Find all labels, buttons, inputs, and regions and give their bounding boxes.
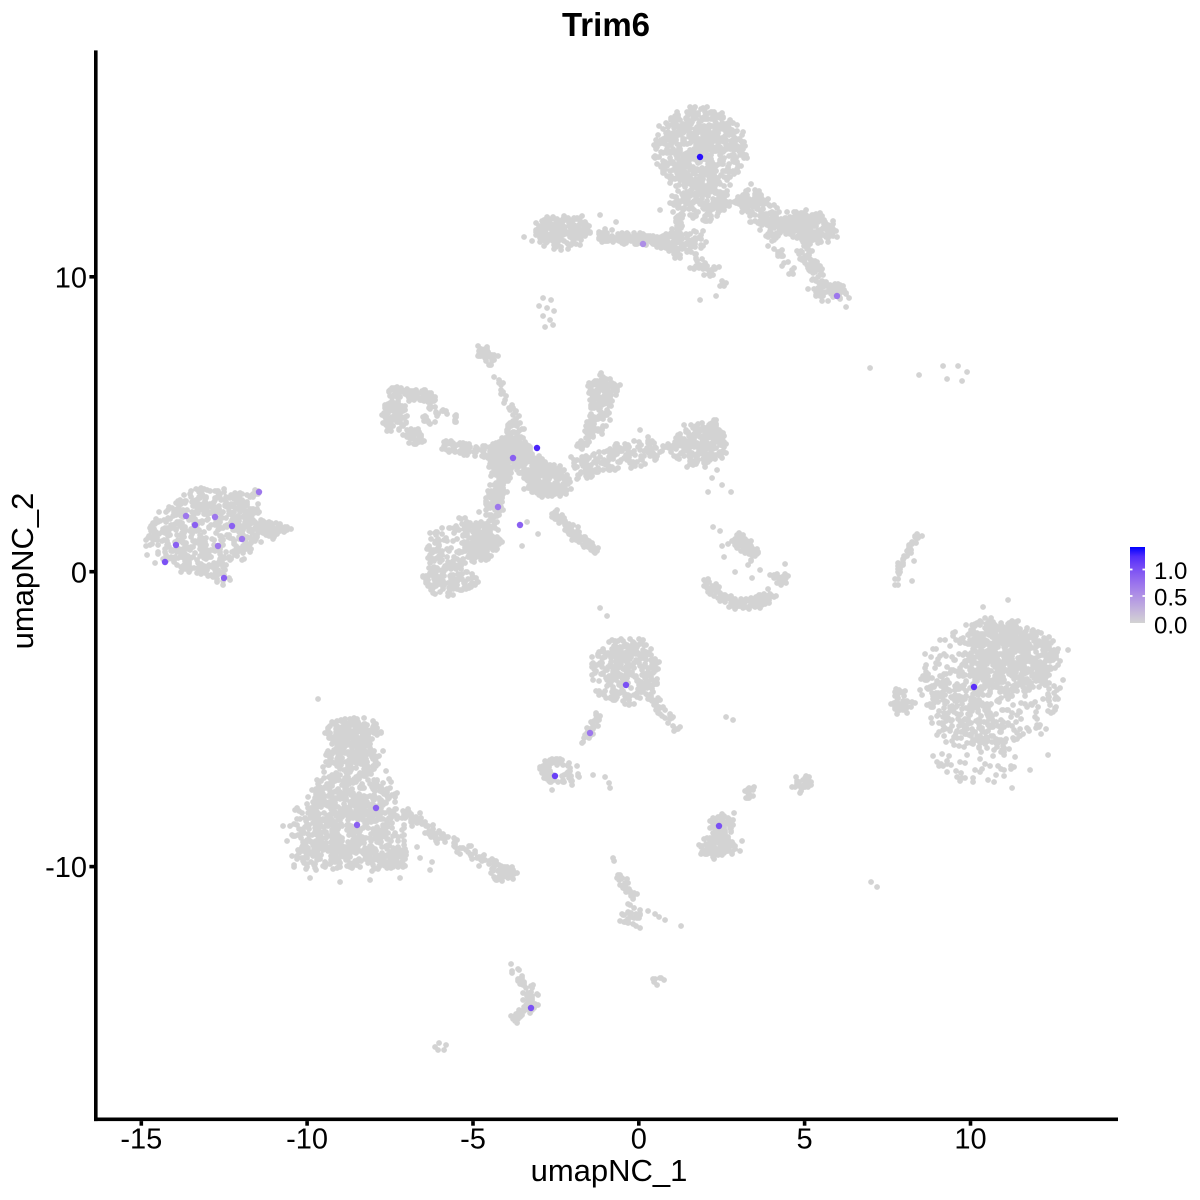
svg-text:0.0: 0.0 bbox=[1154, 612, 1187, 639]
svg-text:5: 5 bbox=[797, 1123, 813, 1155]
svg-text:umapNC_1: umapNC_1 bbox=[531, 1153, 688, 1188]
svg-text:umapNC_2: umapNC_2 bbox=[5, 493, 40, 650]
svg-text:0: 0 bbox=[631, 1123, 647, 1155]
svg-text:-10: -10 bbox=[286, 1123, 328, 1155]
svg-text:10: 10 bbox=[55, 262, 87, 294]
svg-text:0.5: 0.5 bbox=[1154, 584, 1187, 611]
svg-text:-15: -15 bbox=[120, 1123, 162, 1155]
svg-text:-10: -10 bbox=[45, 852, 87, 884]
svg-text:0: 0 bbox=[71, 557, 87, 589]
svg-text:1.0: 1.0 bbox=[1154, 558, 1187, 585]
svg-text:Trim6: Trim6 bbox=[562, 6, 650, 43]
svg-text:-5: -5 bbox=[460, 1123, 486, 1155]
svg-text:10: 10 bbox=[954, 1123, 986, 1155]
